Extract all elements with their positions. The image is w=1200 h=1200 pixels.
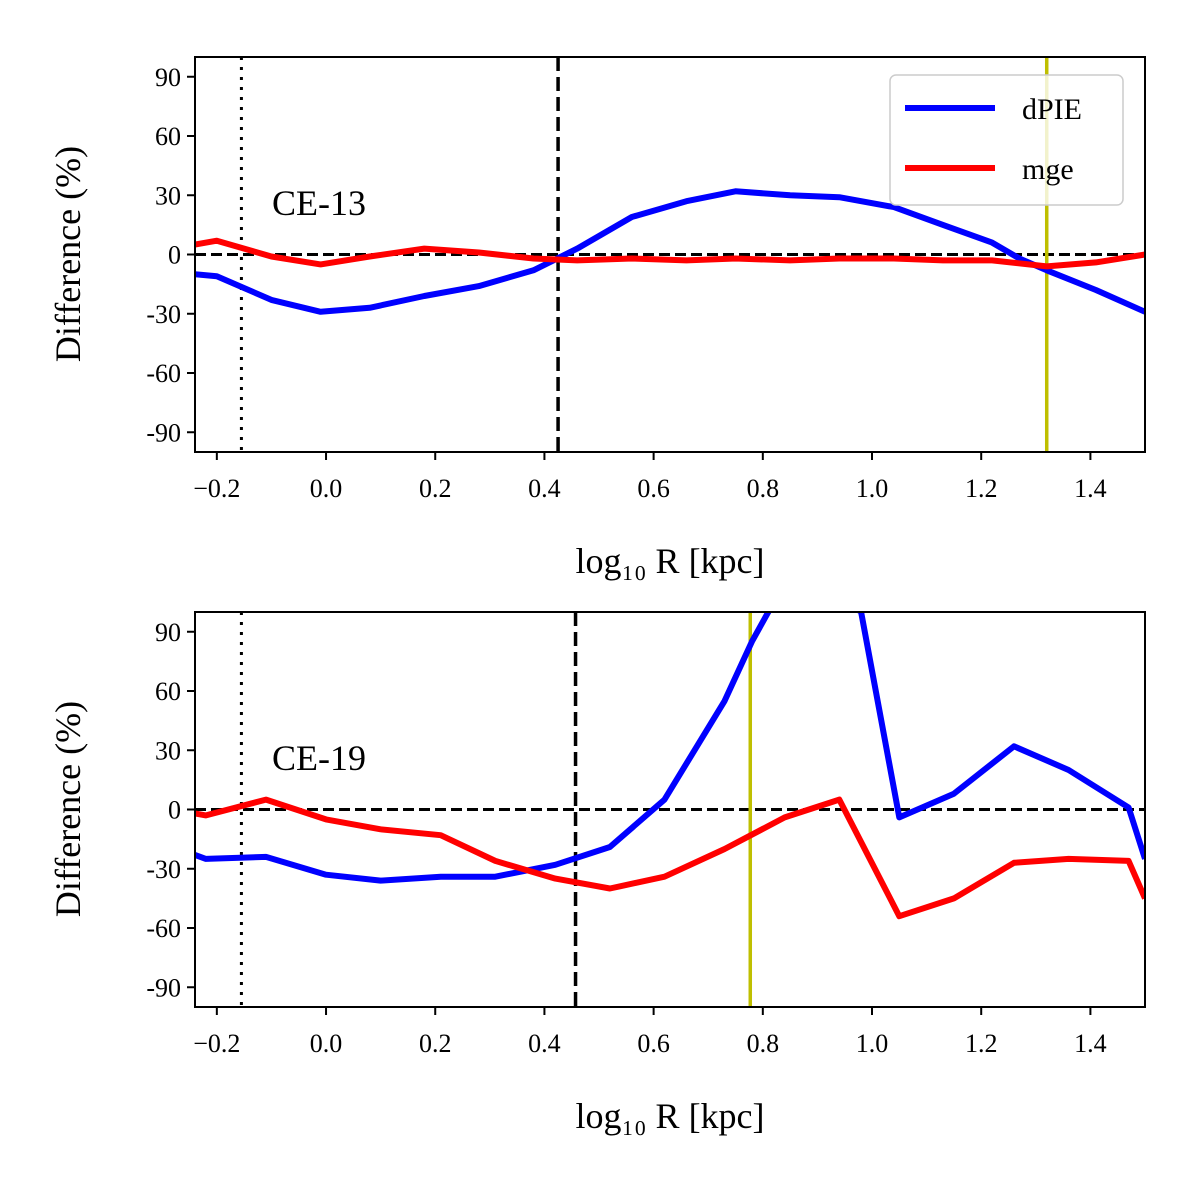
y-axis-label: Difference (%)	[48, 701, 88, 917]
series-dpie-line	[195, 612, 1145, 884]
x-tick-label: 1.0	[856, 474, 889, 503]
x-tick-label: 1.2	[965, 1029, 998, 1058]
series-mge-line	[195, 237, 1145, 270]
y-tick-label: -90	[146, 418, 181, 447]
legend: dPIE mge	[889, 74, 1124, 206]
y-axis-label: Difference (%)	[48, 146, 88, 362]
y-tick-label: 30	[155, 181, 181, 210]
y-axis: 90 60 30 0 -30 -60 -90	[146, 63, 195, 447]
x-tick-label: 1.4	[1074, 1029, 1107, 1058]
x-tick-label: 0.8	[747, 474, 780, 503]
y-tick-label: 90	[155, 63, 181, 92]
x-tick-label: 0.2	[419, 1029, 452, 1058]
x-axis: −0.2 0.0 0.2 0.4 0.6 0.8 1.0 1.2 1.4	[193, 452, 1107, 503]
y-tick-label: -90	[146, 973, 181, 1002]
series-dpie-line	[195, 188, 1145, 315]
y-tick-label: 60	[155, 677, 181, 706]
y-tick-label: 30	[155, 736, 181, 765]
y-tick-label: 0	[168, 241, 181, 270]
y-tick-label: 60	[155, 122, 181, 151]
panel-label: CE-19	[272, 738, 366, 778]
plot-area	[195, 57, 1145, 452]
x-tick-label: 0.8	[747, 1029, 780, 1058]
x-tick-label: −0.2	[193, 1029, 240, 1058]
y-tick-label: 90	[155, 618, 181, 647]
x-tick-label: 0.0	[310, 474, 343, 503]
x-tick-label: 0.6	[637, 1029, 670, 1058]
x-tick-label: 0.6	[637, 474, 670, 503]
panel-ce13: −0.2 0.0 0.2 0.4 0.6 0.8 1.0 1.2 1.4 90 60 30 0 -30 -…	[48, 56, 1146, 581]
x-tick-label: 0.4	[528, 474, 561, 503]
y-tick-label: -30	[146, 300, 181, 329]
x-tick-label: 0.2	[419, 474, 452, 503]
x-tick-label: −0.2	[193, 474, 240, 503]
panel-label: CE-13	[272, 183, 366, 223]
y-tick-label: -60	[146, 914, 181, 943]
series-mge-line	[195, 796, 1145, 920]
y-tick-label: -30	[146, 855, 181, 884]
legend-box	[889, 74, 1124, 206]
legend-dpie-label: dPIE	[1022, 93, 1082, 126]
panel-ce19: −0.2 0.0 0.2 0.4 0.6 0.8 1.0 1.2 1.4 90 60 30 0 -30 -…	[48, 611, 1146, 1136]
x-tick-label: 1.4	[1074, 474, 1107, 503]
legend-mge-label: mge	[1022, 153, 1074, 186]
x-tick-label: 0.4	[528, 1029, 561, 1058]
x-tick-label: 0.0	[310, 1029, 343, 1058]
x-tick-label: 1.0	[856, 1029, 889, 1058]
x-axis-label: log₁₀ R [kpc]	[575, 1096, 764, 1136]
y-tick-label: 0	[168, 796, 181, 825]
x-tick-label: 1.2	[965, 474, 998, 503]
x-axis-label: log₁₀ R [kpc]	[575, 541, 764, 581]
plot-area	[195, 612, 1145, 1007]
y-axis: 90 60 30 0 -30 -60 -90	[146, 618, 195, 1002]
x-axis: −0.2 0.0 0.2 0.4 0.6 0.8 1.0 1.2 1.4	[193, 1007, 1107, 1058]
y-tick-label: -60	[146, 359, 181, 388]
